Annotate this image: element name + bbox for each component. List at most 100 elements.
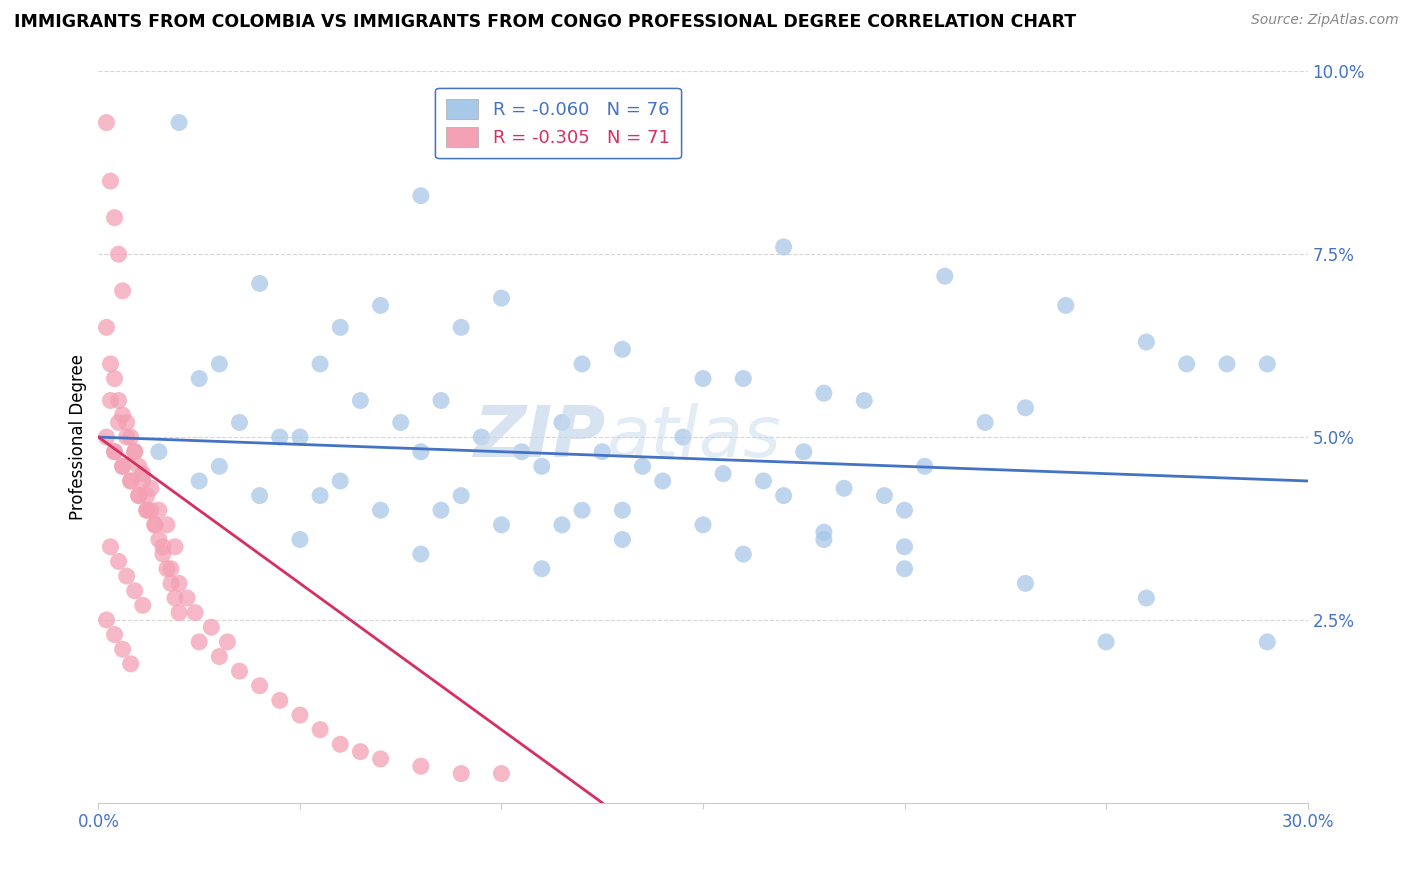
Point [893, 503, 915, 517]
Point [409, 759, 432, 773]
Point [124, 444, 146, 458]
Point [288, 533, 311, 547]
Point [631, 459, 654, 474]
Point [228, 664, 250, 678]
Point [370, 503, 392, 517]
Point [591, 444, 613, 458]
Point [120, 430, 142, 444]
Text: ZIP: ZIP [474, 402, 606, 472]
Point [832, 481, 855, 495]
Point [530, 562, 553, 576]
Point [430, 393, 453, 408]
Point [249, 277, 271, 291]
Point [103, 371, 125, 385]
Point [651, 137, 673, 152]
Point [571, 357, 593, 371]
Point [329, 474, 352, 488]
Point [128, 489, 150, 503]
Point [1175, 357, 1198, 371]
Point [349, 745, 371, 759]
Point [893, 540, 915, 554]
Point [389, 416, 412, 430]
Point [692, 371, 714, 385]
Point [96, 613, 118, 627]
Point [1014, 576, 1036, 591]
Point [107, 554, 129, 568]
Point [143, 517, 166, 532]
Point [491, 517, 513, 532]
Point [139, 503, 162, 517]
Point [409, 444, 432, 458]
Point [156, 562, 179, 576]
Point [974, 416, 997, 430]
Point [329, 737, 352, 751]
Legend: R = -0.060   N = 76, R = -0.305   N = 71: R = -0.060 N = 76, R = -0.305 N = 71 [436, 87, 681, 158]
Point [132, 467, 155, 481]
Point [107, 416, 129, 430]
Point [409, 547, 432, 561]
Point [111, 408, 134, 422]
Point [217, 635, 239, 649]
Point [96, 430, 118, 444]
Point [124, 444, 146, 458]
Point [269, 430, 291, 444]
Point [309, 357, 332, 371]
Point [450, 489, 472, 503]
Point [208, 357, 231, 371]
Point [249, 489, 271, 503]
Point [167, 576, 190, 591]
Point [288, 708, 311, 723]
Point [349, 393, 371, 408]
Point [115, 430, 138, 444]
Point [100, 540, 122, 554]
Point [128, 459, 150, 474]
Point [793, 444, 815, 458]
Point [1135, 334, 1157, 349]
Point [96, 320, 118, 334]
Point [470, 430, 492, 444]
Point [163, 591, 186, 605]
Point [733, 371, 755, 385]
Point [1095, 635, 1118, 649]
Point [188, 371, 211, 385]
Point [96, 115, 118, 129]
Point [135, 489, 157, 503]
Point [184, 606, 207, 620]
Point [430, 503, 453, 517]
Point [103, 444, 125, 458]
Text: atlas: atlas [606, 402, 780, 472]
Point [163, 540, 186, 554]
Point [530, 459, 553, 474]
Point [103, 444, 125, 458]
Point [772, 489, 794, 503]
Point [551, 517, 574, 532]
Point [188, 474, 211, 488]
Point [1135, 591, 1157, 605]
Point [1256, 635, 1278, 649]
Point [111, 459, 134, 474]
Point [148, 444, 170, 458]
Point [934, 269, 956, 284]
Point [491, 766, 513, 780]
Point [370, 298, 392, 312]
Point [100, 357, 122, 371]
Point [612, 503, 634, 517]
Point [772, 240, 794, 254]
Point [309, 723, 332, 737]
Point [450, 320, 472, 334]
Point [612, 533, 634, 547]
Point [160, 576, 183, 591]
Point [111, 642, 134, 657]
Text: Source: ZipAtlas.com: Source: ZipAtlas.com [1251, 13, 1399, 28]
Point [510, 444, 533, 458]
Point [1014, 401, 1036, 415]
Point [813, 533, 835, 547]
Point [752, 474, 775, 488]
Point [103, 211, 125, 225]
Point [152, 547, 174, 561]
Point [111, 284, 134, 298]
Point [143, 517, 166, 532]
Point [139, 481, 162, 495]
Point [120, 474, 142, 488]
Point [551, 416, 574, 430]
